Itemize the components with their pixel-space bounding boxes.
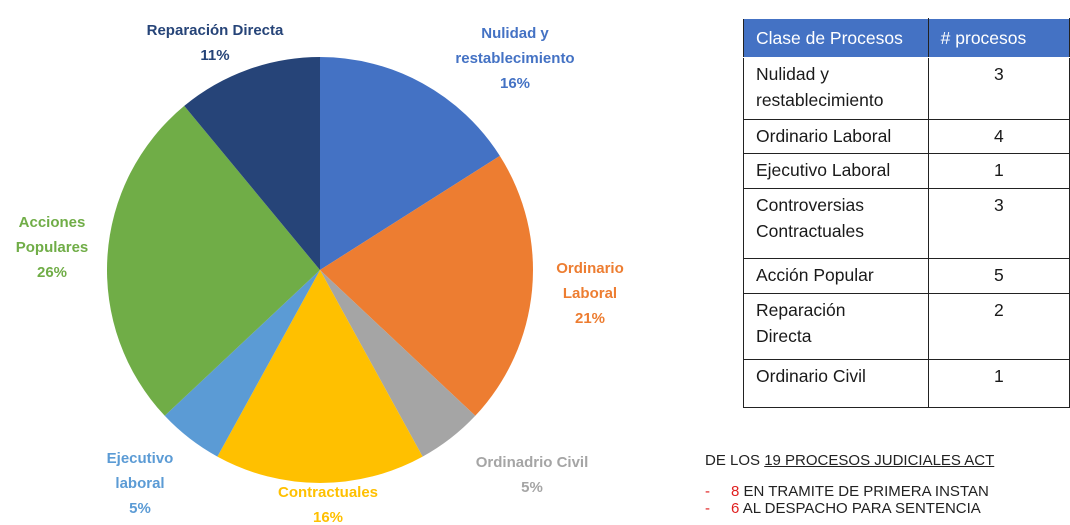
lead: DE LOS <box>705 452 761 469</box>
summary-item: - 6 AL DESPACHO PARA SENTENCIA <box>705 500 994 517</box>
process-count: 3 <box>927 57 1070 120</box>
slice-label: Acciones Populares 26% <box>16 210 89 285</box>
pie-slice <box>164 270 320 457</box>
table-row: Reparación Directa 2 <box>743 293 1070 360</box>
category-label: Ejecutivo laboral <box>106 450 174 492</box>
item-text: AL DESPACHO PARA SENTENCIA <box>742 500 981 517</box>
process-table: Clase de Procesos # procesos Nulidad y r… <box>743 18 1070 408</box>
category-label: Ordinario Laboral <box>556 260 624 302</box>
table-header: Clase de Procesos # procesos <box>743 18 1070 58</box>
value-label: 11% <box>200 47 230 64</box>
summary-item: - 8 EN TRAMITE DE PRIMERA INSTAN <box>705 483 994 500</box>
slice-label: Nulidad y restablecimiento 16% <box>455 21 574 96</box>
header-cell: # procesos <box>927 18 1070 58</box>
category-label: Acciones Populares <box>15 214 89 256</box>
slice-label: Reparación Directa 11% <box>147 18 284 68</box>
category-label: Ordinadrio Civil <box>475 454 589 471</box>
summary: DE LOS 19 PROCESOS JUDICIALES ACT - 8 EN … <box>705 452 994 517</box>
process-count: 3 <box>927 188 1070 259</box>
bullet: - <box>705 500 710 517</box>
pie-slice <box>320 155 533 416</box>
category-label: Contractuales <box>277 484 379 501</box>
slice-label: Ordinadrio Civil 5% <box>476 450 589 500</box>
value-label: 5% <box>129 500 151 517</box>
pie-slice <box>107 105 320 416</box>
process-class: Ordinario Civil <box>743 359 929 408</box>
pie-chart <box>107 57 533 483</box>
category-label: Nulidad y restablecimiento <box>455 25 575 67</box>
pie-slice <box>320 270 476 457</box>
table-row: Acción Popular 5 <box>743 258 1070 294</box>
pie-slice <box>320 57 500 270</box>
process-class: Controversias Contractuales <box>743 188 929 259</box>
table-row: Ejecutivo Laboral 1 <box>743 153 1070 189</box>
table-row: Ordinario Civil 1 <box>743 359 1070 408</box>
process-count: 1 <box>927 153 1070 189</box>
value-label: 16% <box>312 509 344 525</box>
process-class: Reparación Directa <box>743 293 929 360</box>
process-class: Ejecutivo Laboral <box>743 153 929 189</box>
table-row: Ordinario Laboral 4 <box>743 119 1070 154</box>
bullet: - <box>705 483 710 500</box>
item-text: EN TRAMITE DE PRIMERA INSTAN <box>743 483 989 500</box>
process-count: 5 <box>927 258 1070 294</box>
item-count: 6 <box>731 500 740 517</box>
pie-slice <box>184 57 320 270</box>
process-count: 4 <box>927 119 1070 154</box>
table-row: Controversias Contractuales 3 <box>743 188 1070 259</box>
value-label: 5% <box>521 479 543 496</box>
slice-label: Contractuales 16% <box>278 480 378 525</box>
slice-label: Ejecutivo laboral 5% <box>107 446 174 521</box>
table-row: Nulidad y restablecimiento 3 <box>743 57 1070 120</box>
value-label: 26% <box>36 264 68 281</box>
summary-lead: DE LOS 19 PROCESOS JUDICIALES ACT <box>705 452 994 469</box>
category-label: Reparación Directa <box>146 22 284 39</box>
value-label: 16% <box>499 75 531 92</box>
value-label: 21% <box>574 310 606 327</box>
lead-underlined: 19 PROCESOS JUDICIALES ACT <box>764 452 995 469</box>
process-count: 2 <box>927 293 1070 360</box>
process-count: 1 <box>927 359 1070 408</box>
process-class: Nulidad y restablecimiento <box>743 57 929 120</box>
header-cell: Clase de Procesos <box>743 18 929 58</box>
item-count: 8 <box>731 483 740 500</box>
process-class: Acción Popular <box>743 258 929 294</box>
process-class: Ordinario Laboral <box>743 119 929 154</box>
slice-label: Ordinario Laboral 21% <box>556 256 624 331</box>
pie-slice <box>217 270 423 483</box>
